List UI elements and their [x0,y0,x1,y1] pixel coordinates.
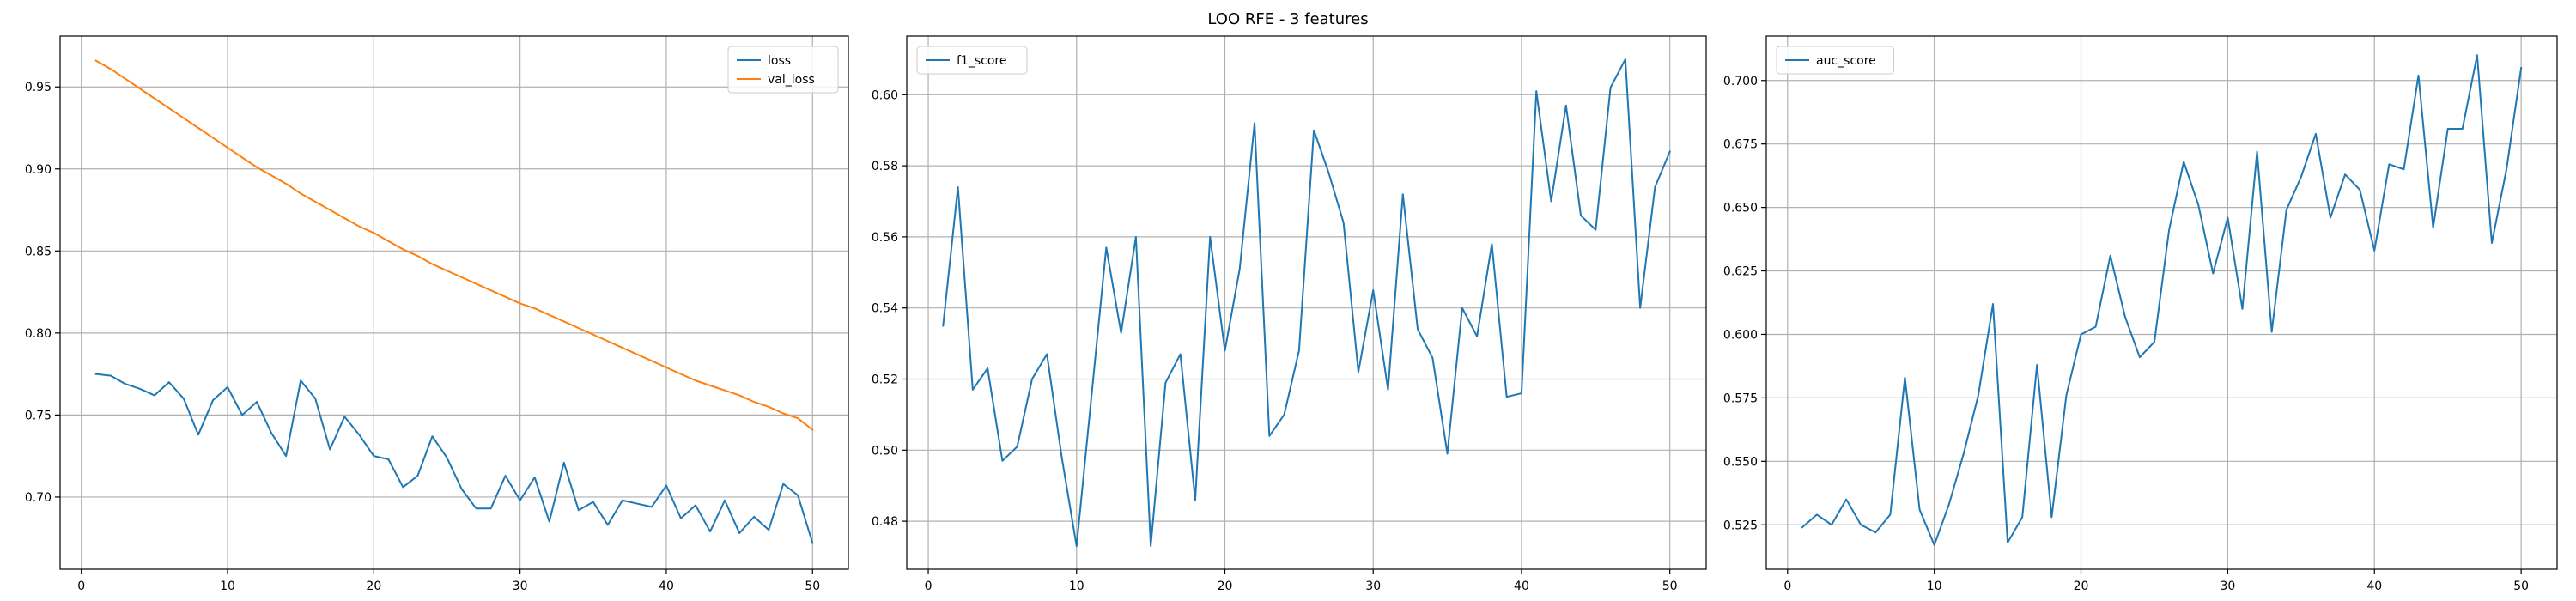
loss-legend-label: loss [768,54,791,68]
f1-score-ytick-label-0.5: 0.50 [872,444,898,458]
loss-xtick-label-50: 50 [805,580,820,593]
loss-ytick-label-0.7: 0.70 [25,491,52,505]
loss-xtick-label-10: 10 [220,580,235,593]
f1-score-xtick-label-20: 20 [1218,580,1233,593]
auc-score-xtick-label-30: 30 [2220,580,2235,593]
f1-score-xtick-label-30: 30 [1365,580,1381,593]
auc-score-xtick-label-10: 10 [1927,580,1942,593]
loss-panel: 0 10 20 30 40 50 0.70 0.75 0.80 0.85 0.90 0.95 loss v… [25,35,849,593]
auc-score-legend-box [1776,46,1894,75]
loss-ytick-label-0.95: 0.95 [25,81,52,94]
auc-score-xtick-label-0: 0 [1783,580,1791,593]
f1-score-xtick-label-40: 40 [1514,580,1529,593]
val_loss-legend-label: val_loss [768,73,815,87]
loss-legend-box [727,46,839,94]
auc-score-ytick-label-0.575: 0.575 [1723,392,1758,405]
f1-score-ytick-label-0.56: 0.56 [872,231,898,245]
val_loss-line [94,59,814,431]
auc-score-ytick-label-0.55: 0.550 [1723,455,1758,469]
auc-score-legend: auc_score [1776,46,1894,75]
auc-score-ytick-label-0.675: 0.675 [1723,138,1758,152]
loss-ytick-label-0.75: 0.75 [25,409,52,422]
loss-legend: loss val_loss [727,46,839,94]
f1-score-xtick-label-50: 50 [1662,580,1678,593]
auc-score-xtick-label-40: 40 [2366,580,2382,593]
auc-score-axes-frame [1765,35,2558,570]
auc-score-panel: 0 10 20 30 40 50 0.525 0.550 0.575 0.600 0.625 0.65… [1723,35,2558,593]
auc-score-ytick-label-0.625: 0.625 [1723,265,1758,279]
auc-score-ytick-label-0.65: 0.650 [1723,202,1758,216]
f1_score-line [942,58,1671,548]
auc_score-legend-label: auc_score [1816,54,1876,68]
f1-score-xtick-label-10: 10 [1069,580,1084,593]
auc-score-ytick-label-0.525: 0.525 [1723,519,1758,532]
f1-score-ytick-label-0.6: 0.60 [872,88,898,102]
loss-xtick-label-30: 30 [513,580,528,593]
auc-score-xtick-label-20: 20 [2074,580,2089,593]
f1-score-legend-box [916,46,1028,75]
loss-xtick-label-20: 20 [366,580,381,593]
f1-score-panel: 0 10 20 30 40 50 0.48 0.50 0.52 0.54 0.56 0.58 0.60 f… [872,35,1707,593]
figure-title: LOO RFE - 3 features [1207,10,1368,28]
f1-score-axes-frame [906,35,1707,570]
f1-score-ytick-label-0.58: 0.58 [872,160,898,173]
auc-score-xtick-label-50: 50 [2513,580,2529,593]
f1-score-xtick-label-0: 0 [925,580,933,593]
loss-line [94,373,814,544]
loss-axes-frame [59,35,849,570]
loss-ytick-label-0.9: 0.90 [25,163,52,177]
f1-score-ytick-label-0.52: 0.52 [872,373,898,387]
auc-score-ytick-label-0.6: 0.600 [1723,328,1758,342]
f1_score-legend-label: f1_score [957,54,1006,68]
loss-ytick-label-0.8: 0.80 [25,327,52,341]
auc-score-ytick-label-0.7: 0.700 [1723,75,1758,88]
loss-xtick-label-40: 40 [659,580,674,593]
loss-xtick-label-0: 0 [77,580,85,593]
f1-score-ytick-label-0.54: 0.54 [872,302,898,316]
f1-score-ytick-label-0.48: 0.48 [872,515,898,529]
loss-ytick-label-0.85: 0.85 [25,245,52,258]
auc_score-line [1801,54,2523,546]
f1-score-legend: f1_score [916,46,1028,75]
